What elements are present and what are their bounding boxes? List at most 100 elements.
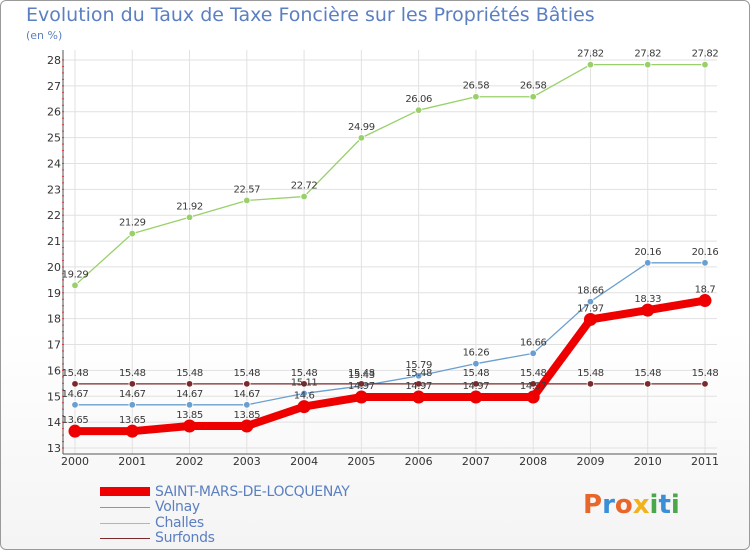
series-point — [185, 380, 194, 388]
series-line-challes — [74, 64, 706, 286]
series-point — [701, 259, 709, 267]
data-label: 15.79 — [405, 360, 432, 371]
logo-letter: r — [602, 490, 615, 520]
data-label: 22.72 — [291, 181, 318, 192]
legend-swatch-surfonds — [100, 538, 150, 539]
x-tick-label: 2001 — [118, 455, 146, 468]
x-tick-label: 2002 — [176, 455, 204, 468]
data-label: 22.57 — [233, 184, 260, 195]
data-label: 15.48 — [119, 368, 146, 379]
data-label: 15.48 — [176, 368, 203, 379]
legend-swatch-challes — [100, 523, 150, 524]
data-label: 19.29 — [62, 269, 89, 280]
data-label: 18.66 — [577, 286, 604, 297]
data-label: 14.97 — [405, 381, 432, 392]
series-point — [701, 60, 709, 69]
series-point — [71, 380, 79, 388]
series-point — [644, 60, 652, 69]
logo-letter: x — [632, 490, 650, 520]
data-label: 26.06 — [405, 94, 432, 105]
series-point — [300, 389, 308, 398]
series-point — [300, 192, 308, 201]
data-label: 26.58 — [520, 81, 547, 92]
data-label: 14.67 — [119, 389, 146, 400]
series-point — [529, 93, 537, 101]
data-label: 15.48 — [463, 368, 490, 379]
line-chart: 13 14 15 16 17 18 19 20 21 22 23 24 25 26 27 28 2000 2001… — [47, 49, 719, 468]
data-label: 14.97 — [348, 381, 375, 392]
series-line-volnay — [74, 262, 706, 406]
series-point — [472, 359, 480, 368]
data-label: 20.16 — [634, 247, 661, 258]
series-point — [586, 297, 595, 306]
unit-label: (en %) — [26, 29, 63, 42]
series-point — [644, 380, 652, 388]
y-tick-label: 27 — [47, 80, 61, 93]
logo-letter: i — [649, 490, 659, 520]
series-point — [644, 259, 652, 267]
data-label: 14.67 — [62, 389, 89, 400]
data-label: 14.6 — [294, 391, 315, 402]
series-point — [414, 380, 423, 388]
series-point — [472, 93, 480, 101]
x-tick-label: 2010 — [634, 455, 662, 468]
series-point — [297, 400, 311, 414]
y-tick-label: 24 — [47, 157, 61, 170]
series-point — [128, 380, 136, 388]
data-label: 13.65 — [62, 415, 89, 426]
legend-label: SAINT-MARS-DE-LOCQUENAY — [155, 484, 350, 500]
series-line-saint-mars-de-locquenay — [71, 296, 709, 436]
legend-label: Surfonds — [155, 530, 215, 546]
x-tick-label: 2008 — [519, 455, 547, 468]
data-label: 21.29 — [119, 218, 146, 229]
x-tick-label: 2009 — [576, 455, 604, 468]
series-point — [240, 419, 254, 433]
data-label: 15.11 — [291, 377, 318, 388]
series-point — [128, 229, 136, 238]
data-label: 15.43 — [348, 370, 375, 381]
y-tick-label: 26 — [47, 106, 61, 119]
series-point — [583, 312, 597, 326]
data-label: 15.48 — [233, 368, 260, 379]
series-point — [586, 60, 595, 69]
data-label: 15.48 — [692, 368, 719, 379]
series-point — [529, 380, 537, 388]
y-tick-label: 15 — [47, 390, 61, 403]
series-point — [526, 390, 540, 404]
data-label: 21.92 — [176, 201, 203, 212]
y-tick-label: 21 — [47, 235, 61, 248]
series-point — [469, 390, 483, 404]
data-label: 18.7 — [695, 285, 716, 296]
series-point — [183, 419, 197, 433]
y-tick-label: 19 — [47, 287, 61, 300]
series-point — [698, 294, 712, 308]
series-point — [128, 401, 136, 409]
series-point — [357, 134, 366, 142]
series-point — [529, 349, 537, 358]
data-label: 14.97 — [520, 381, 547, 392]
legend-label: Challes — [155, 515, 204, 531]
data-label: 16.66 — [520, 337, 547, 348]
data-label: 16.26 — [463, 348, 490, 359]
series-point — [300, 380, 308, 388]
y-tick-label: 28 — [47, 54, 61, 67]
x-tick-label: 2000 — [61, 455, 89, 468]
x-tick-label: 2005 — [347, 455, 375, 468]
data-label: 13.85 — [176, 410, 203, 421]
y-tick-label: 14 — [47, 416, 61, 429]
y-tick-label: 13 — [47, 442, 61, 455]
logo-letter: o — [614, 490, 633, 520]
series-point — [472, 380, 480, 388]
data-label: 15.48 — [291, 368, 318, 379]
series-point — [586, 380, 595, 388]
data-label: 24.99 — [348, 122, 375, 133]
series-point — [414, 372, 423, 380]
series-point — [243, 401, 251, 409]
series-point — [185, 401, 194, 409]
logo-letter: P — [583, 490, 603, 520]
data-label: 15.48 — [62, 368, 89, 379]
x-tick-label: 2003 — [233, 455, 261, 468]
y-tick-label: 18 — [47, 313, 61, 326]
y-tick-label: 17 — [47, 339, 61, 352]
data-label: 14.67 — [233, 389, 260, 400]
